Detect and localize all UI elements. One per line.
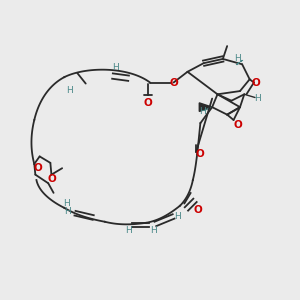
Text: H: H (63, 199, 70, 208)
Text: H: H (254, 94, 260, 103)
Text: H: H (235, 54, 241, 63)
Text: O: O (143, 98, 152, 108)
Text: O: O (194, 205, 203, 215)
Text: O: O (33, 163, 42, 173)
Text: H: H (112, 63, 119, 72)
Text: H: H (175, 212, 181, 221)
Text: O: O (196, 149, 205, 159)
Text: O: O (233, 120, 242, 130)
Text: H: H (150, 226, 157, 235)
Polygon shape (199, 103, 212, 111)
Text: O: O (169, 77, 178, 88)
Text: H: H (199, 107, 206, 116)
Text: O: O (47, 174, 56, 184)
Text: H: H (64, 207, 71, 216)
Text: H: H (125, 226, 132, 235)
Text: H: H (66, 85, 73, 94)
Text: O: O (252, 77, 260, 88)
